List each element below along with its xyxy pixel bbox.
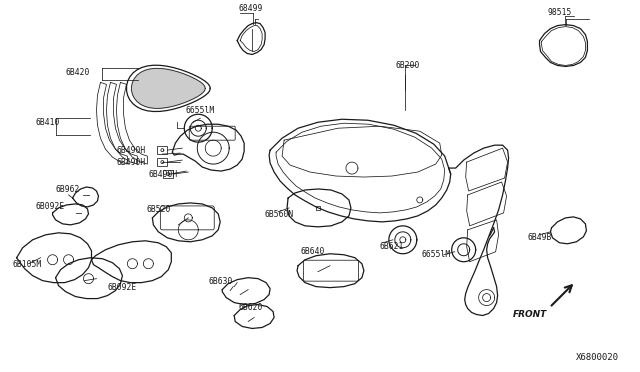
Text: 6B520: 6B520 — [147, 205, 171, 214]
Text: 6B49B: 6B49B — [527, 233, 552, 242]
Text: 6B200: 6B200 — [396, 61, 420, 70]
Bar — [157, 158, 167, 166]
Text: 6B092E: 6B092E — [108, 283, 137, 292]
Text: 6B490H: 6B490H — [148, 170, 178, 179]
Text: 68499: 68499 — [238, 4, 262, 13]
Text: 6B420: 6B420 — [65, 68, 90, 77]
Text: 98515: 98515 — [547, 8, 572, 17]
Text: 6B962: 6B962 — [56, 186, 80, 195]
Text: 6B092E: 6B092E — [36, 202, 65, 211]
Text: 6655lM: 6655lM — [422, 250, 451, 259]
Text: 6B410: 6B410 — [36, 118, 60, 127]
Text: 6B105M: 6B105M — [13, 260, 42, 269]
Text: FRONT: FRONT — [513, 310, 547, 318]
Text: 6B490H: 6B490H — [116, 158, 146, 167]
Text: 6B640: 6B640 — [300, 247, 324, 256]
Bar — [163, 170, 173, 178]
Text: 6B621: 6B621 — [380, 242, 404, 251]
Text: 6655lM: 6655lM — [186, 106, 214, 115]
Text: 6B560N: 6B560N — [264, 211, 293, 219]
Text: 6B490H: 6B490H — [116, 145, 146, 155]
Text: 6B630: 6B630 — [208, 277, 232, 286]
Polygon shape — [132, 68, 205, 108]
Text: 6B620: 6B620 — [238, 303, 262, 312]
Bar — [157, 146, 167, 154]
Text: X6800020: X6800020 — [577, 353, 620, 362]
